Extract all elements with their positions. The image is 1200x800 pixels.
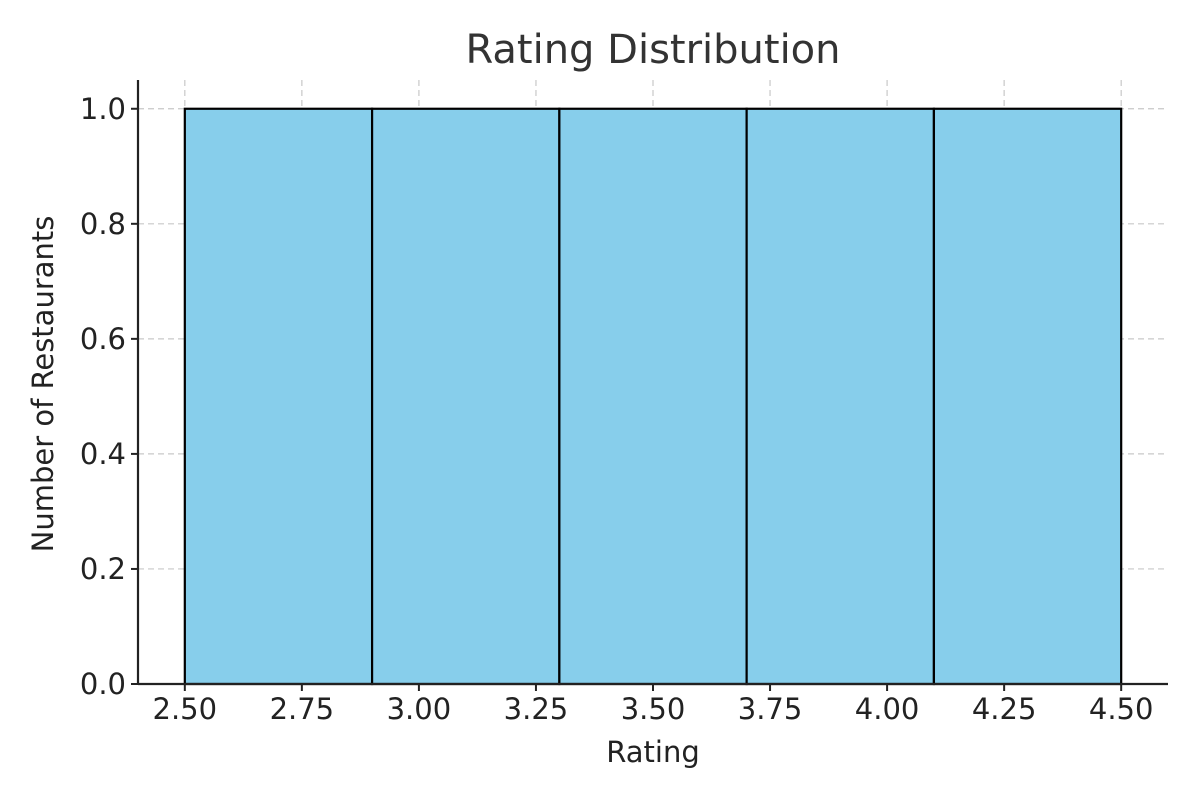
x-tick-label: 3.00 — [387, 692, 452, 726]
y-tick-label: 1.0 — [80, 92, 126, 126]
y-tick-label: 0.4 — [80, 437, 126, 471]
histogram-bar — [558, 107, 748, 686]
x-tick-label: 3.75 — [738, 692, 803, 726]
y-tick-label: 0.6 — [80, 322, 126, 356]
histogram-bar — [932, 107, 1123, 686]
histogram-bar — [370, 107, 561, 686]
x-tick-label: 4.50 — [1089, 692, 1154, 726]
y-axis-label: Number of Restaurants — [26, 216, 60, 553]
y-tick-label: 0.8 — [80, 207, 126, 241]
chart-title: Rating Distribution — [465, 27, 840, 73]
y-tick-label: 0.2 — [80, 552, 126, 586]
y-tick-label: 0.0 — [80, 667, 126, 701]
x-tick-label: 4.00 — [855, 692, 920, 726]
histogram-bar — [183, 107, 374, 686]
bars — [183, 107, 1123, 686]
x-tick-label: 3.50 — [621, 692, 686, 726]
ticks: 2.50 2.75 3.00 3.25 3.50 3.75 4.00 4.25 4.50 0.0 0… — [80, 92, 1154, 726]
x-tick-label: 2.50 — [153, 692, 218, 726]
x-tick-label: 4.25 — [972, 692, 1037, 726]
x-axis-label: Rating — [606, 735, 700, 769]
x-tick-label: 3.25 — [504, 692, 569, 726]
histogram-bar — [745, 107, 936, 686]
x-tick-label: 2.75 — [270, 692, 335, 726]
